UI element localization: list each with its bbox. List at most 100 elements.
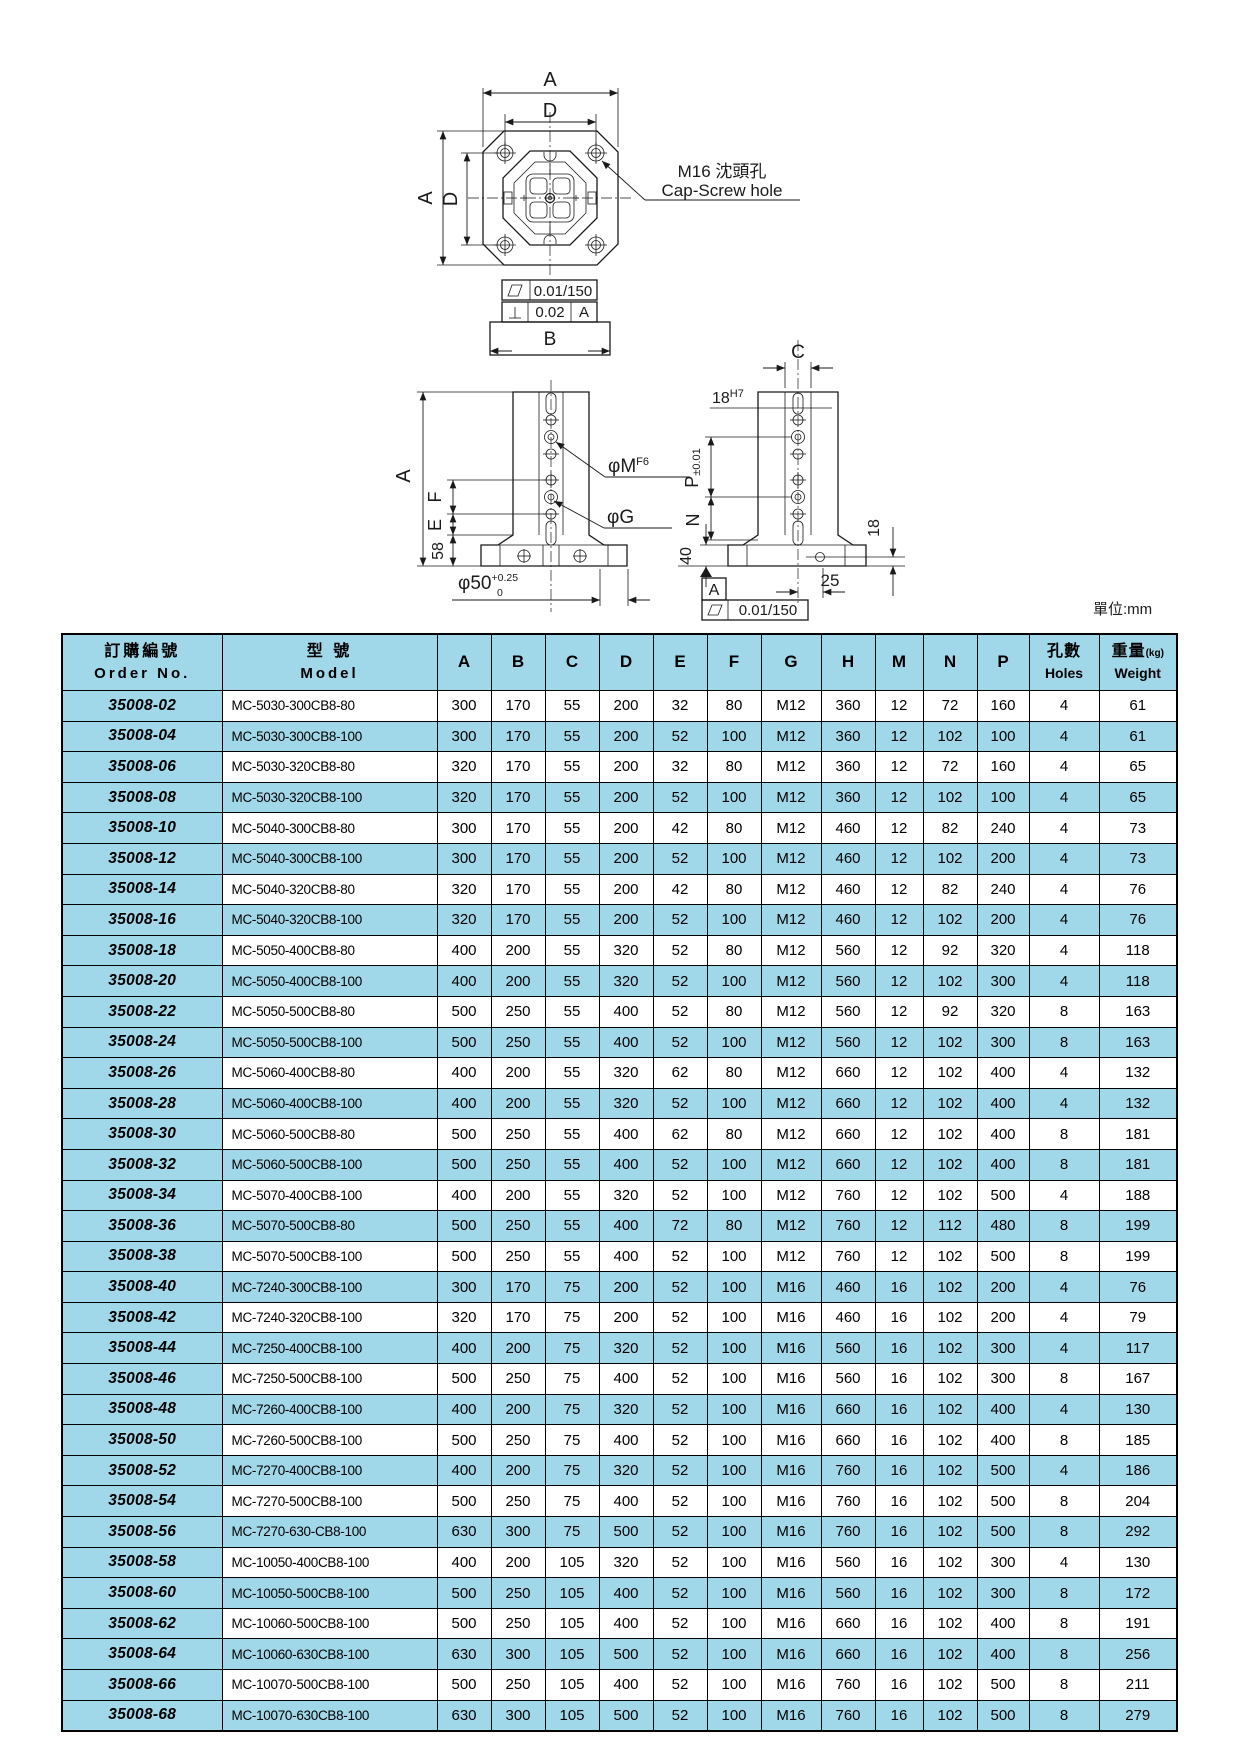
value-cell: 117: [1098, 1332, 1178, 1365]
value-cell: 300: [976, 965, 1030, 997]
model-cell: MC-7260-400CB8-100: [221, 1393, 438, 1426]
model-cell: MC-5070-500CB8-80: [221, 1210, 438, 1242]
value-cell: 400: [598, 1577, 654, 1609]
value-cell: 400: [598, 1210, 654, 1242]
value-cell: 55: [544, 1026, 600, 1059]
value-cell: 102: [922, 781, 978, 814]
value-cell: 300: [490, 1699, 546, 1732]
value-cell: 500: [436, 1148, 492, 1181]
value-cell: 200: [598, 873, 654, 906]
value-cell: 500: [976, 1516, 1030, 1548]
order-no-cell: 35008-06: [61, 751, 223, 783]
value-cell: M16: [760, 1363, 822, 1395]
value-cell: 100: [706, 842, 762, 875]
model-cell: MC-7250-400CB8-100: [221, 1332, 438, 1365]
model-cell: MC-5060-400CB8-80: [221, 1057, 438, 1089]
value-cell: 12: [874, 965, 924, 997]
value-cell: 12: [874, 1179, 924, 1212]
front-dim-e-label: E: [425, 519, 445, 531]
value-cell: 200: [490, 1332, 546, 1365]
value-cell: 186: [1098, 1454, 1178, 1487]
value-cell: 80: [706, 751, 762, 783]
value-cell: 500: [976, 1699, 1030, 1732]
value-cell: 52: [652, 1424, 708, 1456]
technical-drawing: A D A D M16 沈頭孔 Cap-Screw hole 0.01/150: [393, 69, 1152, 621]
value-cell: M12: [760, 720, 822, 753]
value-cell: 250: [490, 1577, 546, 1609]
value-cell: 4: [1028, 1546, 1100, 1579]
value-cell: 105: [544, 1669, 600, 1701]
value-cell: 170: [490, 781, 546, 814]
order-no-cell: 35008-30: [61, 1118, 223, 1150]
value-cell: 199: [1098, 1210, 1178, 1242]
side-dim-40-label: 40: [678, 547, 695, 565]
side-flatness-value: 0.01/150: [739, 602, 797, 619]
value-cell: 300: [976, 1026, 1030, 1059]
order-no-cell: 35008-12: [61, 842, 223, 875]
value-cell: 760: [820, 1210, 876, 1242]
value-cell: 12: [874, 904, 924, 936]
value-cell: 500: [436, 995, 492, 1028]
model-cell: MC-5070-400CB8-100: [221, 1179, 438, 1212]
value-cell: 105: [544, 1638, 600, 1670]
value-cell: 360: [820, 690, 876, 722]
value-cell: 320: [598, 1332, 654, 1365]
value-cell: 8: [1028, 1607, 1100, 1640]
header-dim-h: H: [820, 633, 876, 691]
value-cell: 8: [1028, 1577, 1100, 1609]
value-cell: 52: [652, 1699, 708, 1732]
value-cell: M12: [760, 873, 822, 906]
value-cell: 55: [544, 812, 600, 844]
value-cell: 52: [652, 1240, 708, 1273]
value-cell: 12: [874, 1118, 924, 1150]
table-row: 35008-66 MC-10070-500CB8-100 500 250 105 400 5…: [61, 1669, 1178, 1701]
value-cell: 460: [820, 904, 876, 936]
value-cell: M12: [760, 995, 822, 1028]
phi-m-label: φMF6: [608, 456, 649, 477]
table-row: 35008-56 MC-7270-630-CB8-100 630 300 75 500 52…: [61, 1516, 1178, 1548]
value-cell: 102: [922, 1118, 978, 1150]
dim-d-left-label: D: [440, 192, 462, 206]
perpendicularity-value: 0.02: [535, 304, 564, 321]
value-cell: 92: [922, 934, 978, 967]
phi-50-label: φ50+0.25 0: [458, 572, 518, 599]
value-cell: 100: [706, 1271, 762, 1303]
slot-18h7-label: 18H7: [712, 388, 744, 407]
order-no-cell: 35008-10: [61, 812, 223, 844]
order-no-cell: 35008-62: [61, 1607, 223, 1640]
side-datum-label: A: [709, 582, 720, 599]
value-cell: 16: [874, 1546, 924, 1579]
table-row: 35008-14 MC-5040-320CB8-80 320 170 55 200 42 80…: [61, 873, 1178, 906]
value-cell: 660: [820, 1087, 876, 1120]
value-cell: 200: [490, 1546, 546, 1579]
value-cell: 250: [490, 1424, 546, 1456]
value-cell: 250: [490, 1118, 546, 1150]
value-cell: 320: [598, 1454, 654, 1487]
order-no-cell: 35008-08: [61, 781, 223, 814]
value-cell: 400: [436, 1179, 492, 1212]
top-view: A D A D M16 沈頭孔 Cap-Screw hole: [415, 69, 800, 278]
order-no-cell: 35008-24: [61, 1026, 223, 1059]
value-cell: 4: [1028, 965, 1100, 997]
value-cell: 300: [436, 1271, 492, 1303]
value-cell: 52: [652, 965, 708, 997]
side-view: C 18H7 P±0.01 N 40 A 0.01/150 18: [678, 340, 905, 621]
value-cell: 62: [652, 1118, 708, 1150]
value-cell: 52: [652, 1026, 708, 1059]
front-view: A F E 58 φMF6 φG φ50+0.25 0: [393, 380, 690, 612]
model-cell: MC-10070-630CB8-100: [221, 1699, 438, 1732]
value-cell: M12: [760, 751, 822, 783]
value-cell: M16: [760, 1271, 822, 1303]
value-cell: 279: [1098, 1699, 1178, 1732]
side-dim-c-label: C: [791, 342, 805, 363]
value-cell: 400: [436, 1454, 492, 1487]
value-cell: M16: [760, 1546, 822, 1579]
value-cell: 760: [820, 1179, 876, 1212]
value-cell: M16: [760, 1485, 822, 1518]
value-cell: 55: [544, 965, 600, 997]
value-cell: 500: [436, 1485, 492, 1518]
value-cell: 500: [598, 1516, 654, 1548]
value-cell: M12: [760, 1026, 822, 1059]
order-no-cell: 35008-02: [61, 690, 223, 722]
